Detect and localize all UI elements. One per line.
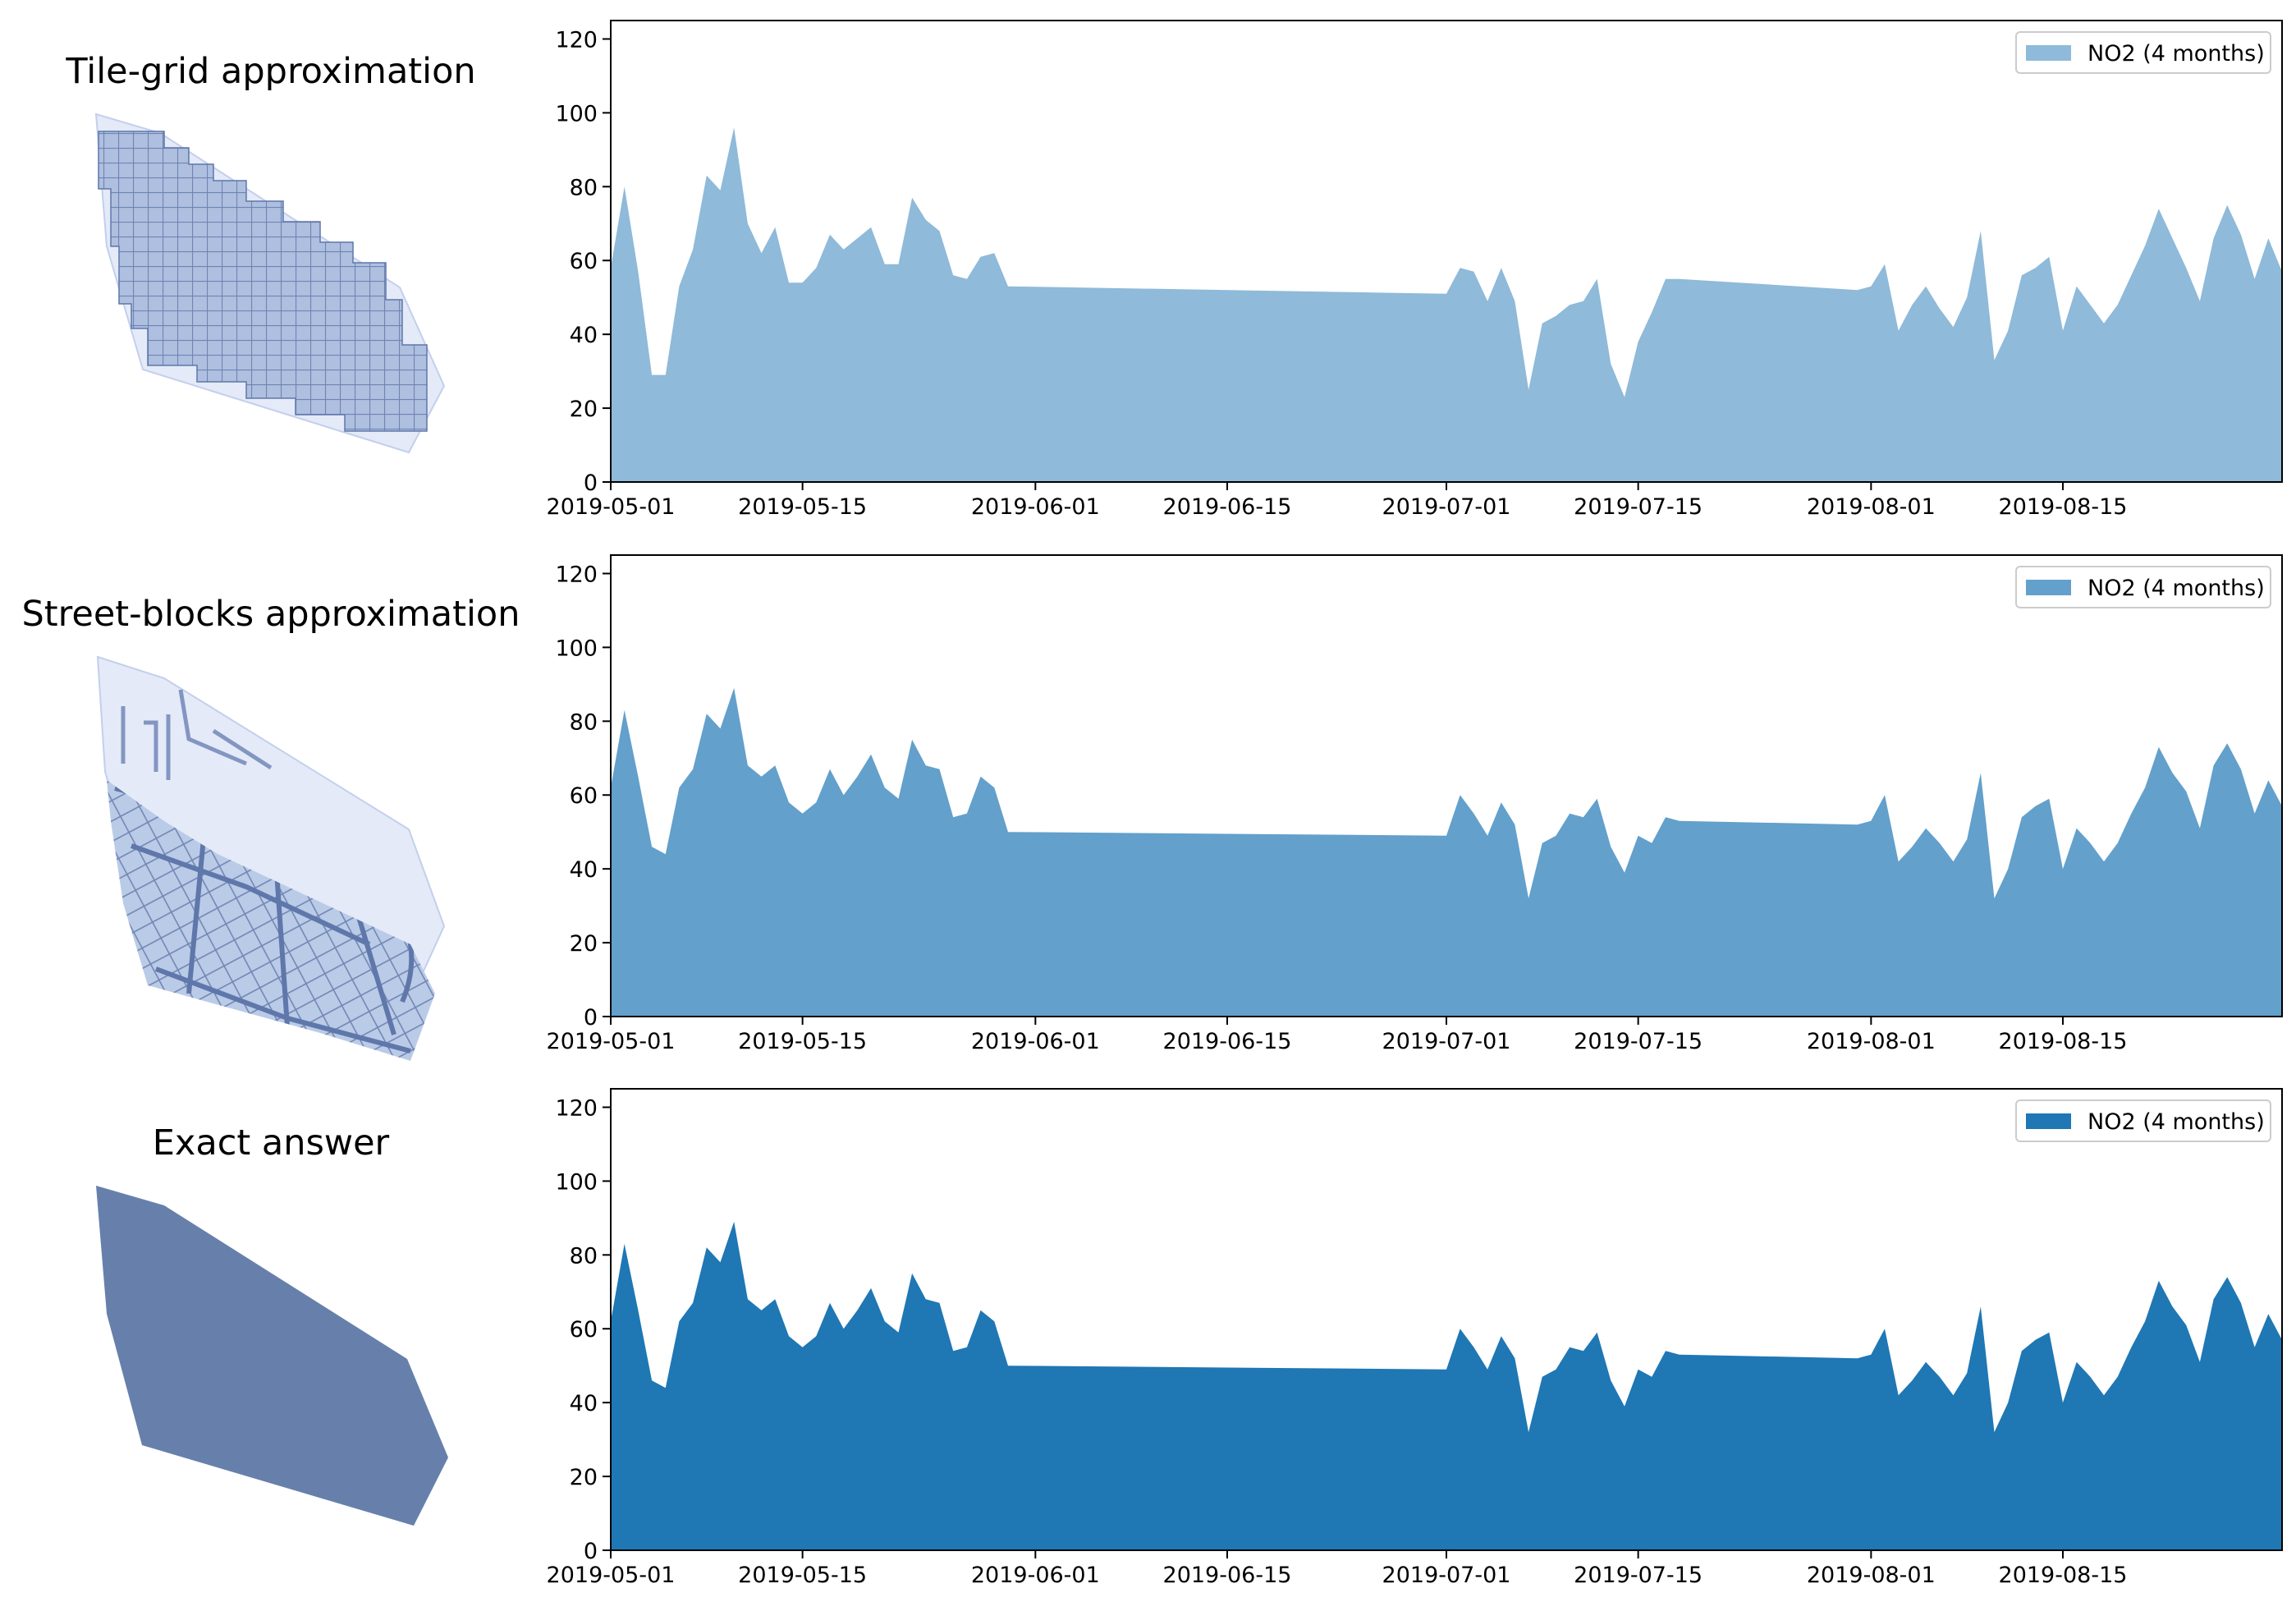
x-tick-label: 2019-06-01 (971, 494, 1100, 520)
x-tick-label: 2019-08-15 (1999, 1563, 2128, 1588)
x-tick-label: 2019-07-01 (1382, 494, 1511, 520)
y-tick-label: 40 (570, 323, 598, 348)
legend-box (2015, 31, 2271, 74)
no2-area-3 (611, 1221, 2282, 1550)
y-tick-label: 120 (555, 27, 598, 53)
tile-grid-cells (98, 131, 428, 432)
y-tick-label: 80 (570, 1243, 598, 1269)
charts: 0 20 40 60 80 100 120 2019-05-01 2019-05-15 2019-… (547, 20, 2283, 1588)
legend-swatch (2026, 1113, 2071, 1129)
x-tick-label: 2019-06-15 (1163, 1029, 1292, 1054)
y-tick-label: 0 (584, 471, 598, 496)
legend-label: NO2 (4 months) (2087, 576, 2265, 601)
x-tick-label: 2019-05-15 (738, 1563, 867, 1588)
x-tick-label: 2019-08-15 (1999, 1029, 2128, 1054)
y-tick-label: 100 (555, 101, 598, 126)
tile-grid-region (94, 112, 446, 454)
x-tick-label: 2019-08-01 (1807, 494, 1936, 520)
x-tick-label: 2019-05-01 (547, 494, 676, 520)
chart-3: 0 20 40 60 80 100 120 2019-05-01 2019-05-15 2019-… (547, 1088, 2283, 1588)
chart-1: 0 20 40 60 80 100 120 2019-05-01 2019-05-15 2019-… (547, 20, 2283, 520)
y-tick-label: 0 (584, 1005, 598, 1031)
row-title-street-blocks: Street-blocks approximation (22, 594, 520, 635)
legend-swatch (2026, 45, 2071, 61)
y-tick-label: 100 (555, 1169, 598, 1195)
x-tick-label: 2019-07-01 (1382, 1029, 1511, 1054)
row-title-exact-answer: Exact answer (153, 1122, 390, 1164)
exact-answer-region (96, 1186, 448, 1526)
y-tick-label: 120 (555, 1095, 598, 1121)
legend-1: NO2 (4 months) (2015, 31, 2271, 74)
no2-area-2 (611, 687, 2282, 1017)
x-tick-label: 2019-06-15 (1163, 494, 1292, 520)
x-tick-label: 2019-05-15 (738, 1029, 867, 1054)
y-tick-label: 40 (570, 857, 598, 883)
y-tick-label: 80 (570, 175, 598, 200)
y-tick-label: 120 (555, 562, 598, 587)
chart-2: 0 20 40 60 80 100 120 2019-05-01 2019-05-15 2019-… (547, 554, 2283, 1054)
legend-label: NO2 (4 months) (2087, 1109, 2265, 1135)
x-tick-label: 2019-07-15 (1574, 1563, 1703, 1588)
x-tick-label: 2019-08-01 (1807, 1029, 1936, 1054)
x-tick-label: 2019-06-01 (971, 1563, 1100, 1588)
y-tick-label: 20 (570, 397, 598, 422)
y-tick-label: 20 (570, 931, 598, 957)
row-title-tile-grid: Tile-grid approximation (65, 51, 475, 92)
x-tick-label: 2019-06-01 (971, 1029, 1100, 1054)
x-tick-label: 2019-08-01 (1807, 1563, 1936, 1588)
legend-2: NO2 (4 months) (2015, 566, 2271, 608)
x-tick-label: 2019-06-15 (1163, 1563, 1292, 1588)
x-tick-label: 2019-07-15 (1574, 1029, 1703, 1054)
y-tick-label: 80 (570, 709, 598, 735)
y-tick-label: 40 (570, 1391, 598, 1416)
y-tick-label: 100 (555, 636, 598, 661)
y-tick-label: 60 (570, 249, 598, 274)
x-tick-label: 2019-05-01 (547, 1029, 676, 1054)
y-tick-label: 60 (570, 1317, 598, 1343)
y-tick-label: 60 (570, 783, 598, 809)
x-tick-label: 2019-05-15 (738, 494, 867, 520)
street-blocks-north-streets (121, 689, 273, 780)
legend-box (2015, 1099, 2271, 1142)
y-tick-label: 20 (570, 1465, 598, 1490)
street-blocks-region (96, 655, 446, 1061)
x-tick-label: 2019-07-15 (1574, 494, 1703, 520)
x-tick-label: 2019-08-15 (1999, 494, 2128, 520)
no2-area-1 (611, 127, 2282, 482)
y-tick-label: 0 (584, 1539, 598, 1564)
legend-swatch (2026, 580, 2071, 595)
legend-label: NO2 (4 months) (2087, 41, 2265, 67)
x-tick-label: 2019-07-01 (1382, 1563, 1511, 1588)
legend-3: NO2 (4 months) (2015, 1099, 2271, 1142)
legend-box (2015, 566, 2271, 608)
x-tick-label: 2019-05-01 (547, 1563, 676, 1588)
